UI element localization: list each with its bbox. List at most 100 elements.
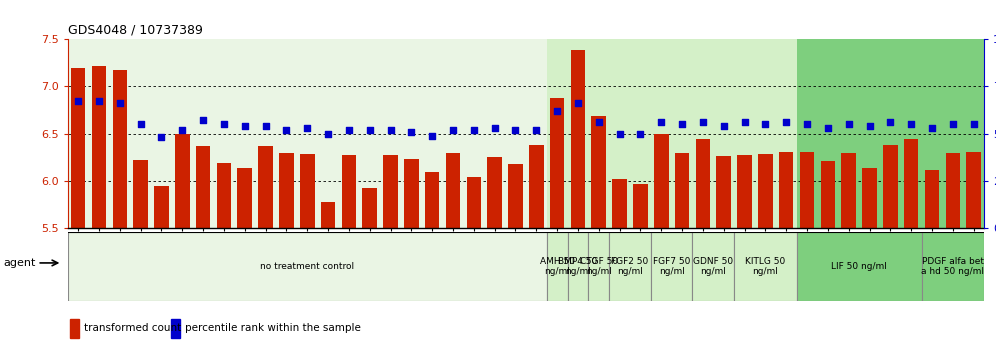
Bar	[797, 39, 921, 228]
Point	[820, 125, 836, 131]
Bar	[466, 177, 481, 228]
Point	[632, 131, 648, 136]
Bar	[133, 160, 148, 228]
Bar	[779, 152, 794, 228]
Text: GDNF 50
ng/ml: GDNF 50 ng/ml	[693, 257, 733, 276]
Bar	[300, 154, 315, 228]
Text: GDS4048 / 10737389: GDS4048 / 10737389	[68, 23, 202, 36]
Text: CTGF 50
ng/ml: CTGF 50 ng/ml	[580, 257, 618, 276]
Bar	[842, 153, 856, 228]
Point	[237, 123, 253, 129]
Bar	[321, 202, 336, 228]
Point	[445, 127, 461, 133]
Bar	[529, 145, 544, 228]
Point	[299, 125, 315, 131]
Text: percentile rank within the sample: percentile rank within the sample	[184, 323, 361, 333]
Bar	[692, 39, 734, 228]
Bar	[363, 188, 377, 228]
Point	[966, 121, 982, 127]
Point	[737, 119, 753, 125]
Point	[216, 121, 232, 127]
Bar	[654, 134, 668, 228]
Text: PDGF alfa bet
a hd 50 ng/ml: PDGF alfa bet a hd 50 ng/ml	[921, 257, 984, 276]
Bar	[568, 232, 589, 301]
Point	[195, 118, 211, 123]
Point	[174, 127, 190, 133]
Point	[549, 108, 565, 114]
Bar	[695, 139, 710, 228]
Bar	[568, 39, 589, 228]
Point	[424, 133, 440, 138]
Point	[403, 129, 419, 135]
Point	[153, 135, 169, 140]
Text: FGF2 50
ng/ml: FGF2 50 ng/ml	[612, 257, 648, 276]
Bar	[921, 232, 984, 301]
Bar	[821, 161, 836, 228]
Bar	[610, 232, 650, 301]
Point	[841, 121, 857, 127]
Bar	[966, 152, 981, 228]
Bar	[904, 139, 918, 228]
Point	[716, 123, 732, 129]
Text: transformed count: transformed count	[84, 323, 181, 333]
Point	[279, 127, 295, 133]
Point	[924, 125, 940, 131]
Bar	[797, 232, 921, 301]
Bar	[758, 154, 773, 228]
Point	[612, 131, 627, 136]
Point	[258, 123, 274, 129]
Point	[132, 121, 148, 127]
Bar	[113, 70, 127, 228]
Point	[757, 121, 773, 127]
Point	[695, 119, 711, 125]
Bar	[945, 153, 960, 228]
Point	[945, 121, 961, 127]
Bar	[404, 159, 418, 228]
Point	[862, 123, 877, 129]
Point	[508, 127, 524, 133]
Bar	[737, 155, 752, 228]
Bar	[571, 50, 586, 228]
Point	[882, 119, 898, 125]
Bar	[589, 232, 610, 301]
Bar	[258, 146, 273, 228]
Bar	[487, 157, 502, 228]
Point	[341, 127, 357, 133]
Text: KITLG 50
ng/ml: KITLG 50 ng/ml	[745, 257, 786, 276]
Bar	[550, 98, 565, 228]
Bar	[650, 232, 692, 301]
Point	[778, 119, 794, 125]
Bar	[425, 172, 439, 228]
Bar	[547, 39, 568, 228]
Bar	[921, 39, 984, 228]
Bar	[650, 39, 692, 228]
Bar	[734, 232, 797, 301]
Bar	[175, 134, 189, 228]
Text: LIF 50 ng/ml: LIF 50 ng/ml	[831, 262, 887, 271]
Text: FGF7 50
ng/ml: FGF7 50 ng/ml	[653, 257, 690, 276]
Bar	[883, 145, 897, 228]
Point	[487, 125, 503, 131]
Bar	[508, 164, 523, 228]
Point	[674, 121, 690, 127]
Text: agent: agent	[3, 258, 36, 268]
Bar	[68, 39, 547, 228]
Point	[653, 119, 669, 125]
Text: BMP4 50
ng/ml: BMP4 50 ng/ml	[559, 257, 598, 276]
Bar	[154, 186, 168, 228]
Text: AMH 50
ng/ml: AMH 50 ng/ml	[540, 257, 575, 276]
Point	[112, 101, 127, 106]
Point	[91, 99, 107, 104]
Bar	[633, 184, 647, 228]
Point	[528, 127, 544, 133]
Point	[466, 127, 482, 133]
Bar	[92, 67, 107, 228]
Point	[70, 99, 86, 104]
Bar	[279, 153, 294, 228]
Bar	[716, 156, 731, 228]
Bar	[342, 155, 357, 228]
Point	[591, 119, 607, 125]
Bar	[863, 168, 876, 228]
Bar	[71, 319, 80, 338]
Bar	[613, 179, 626, 228]
